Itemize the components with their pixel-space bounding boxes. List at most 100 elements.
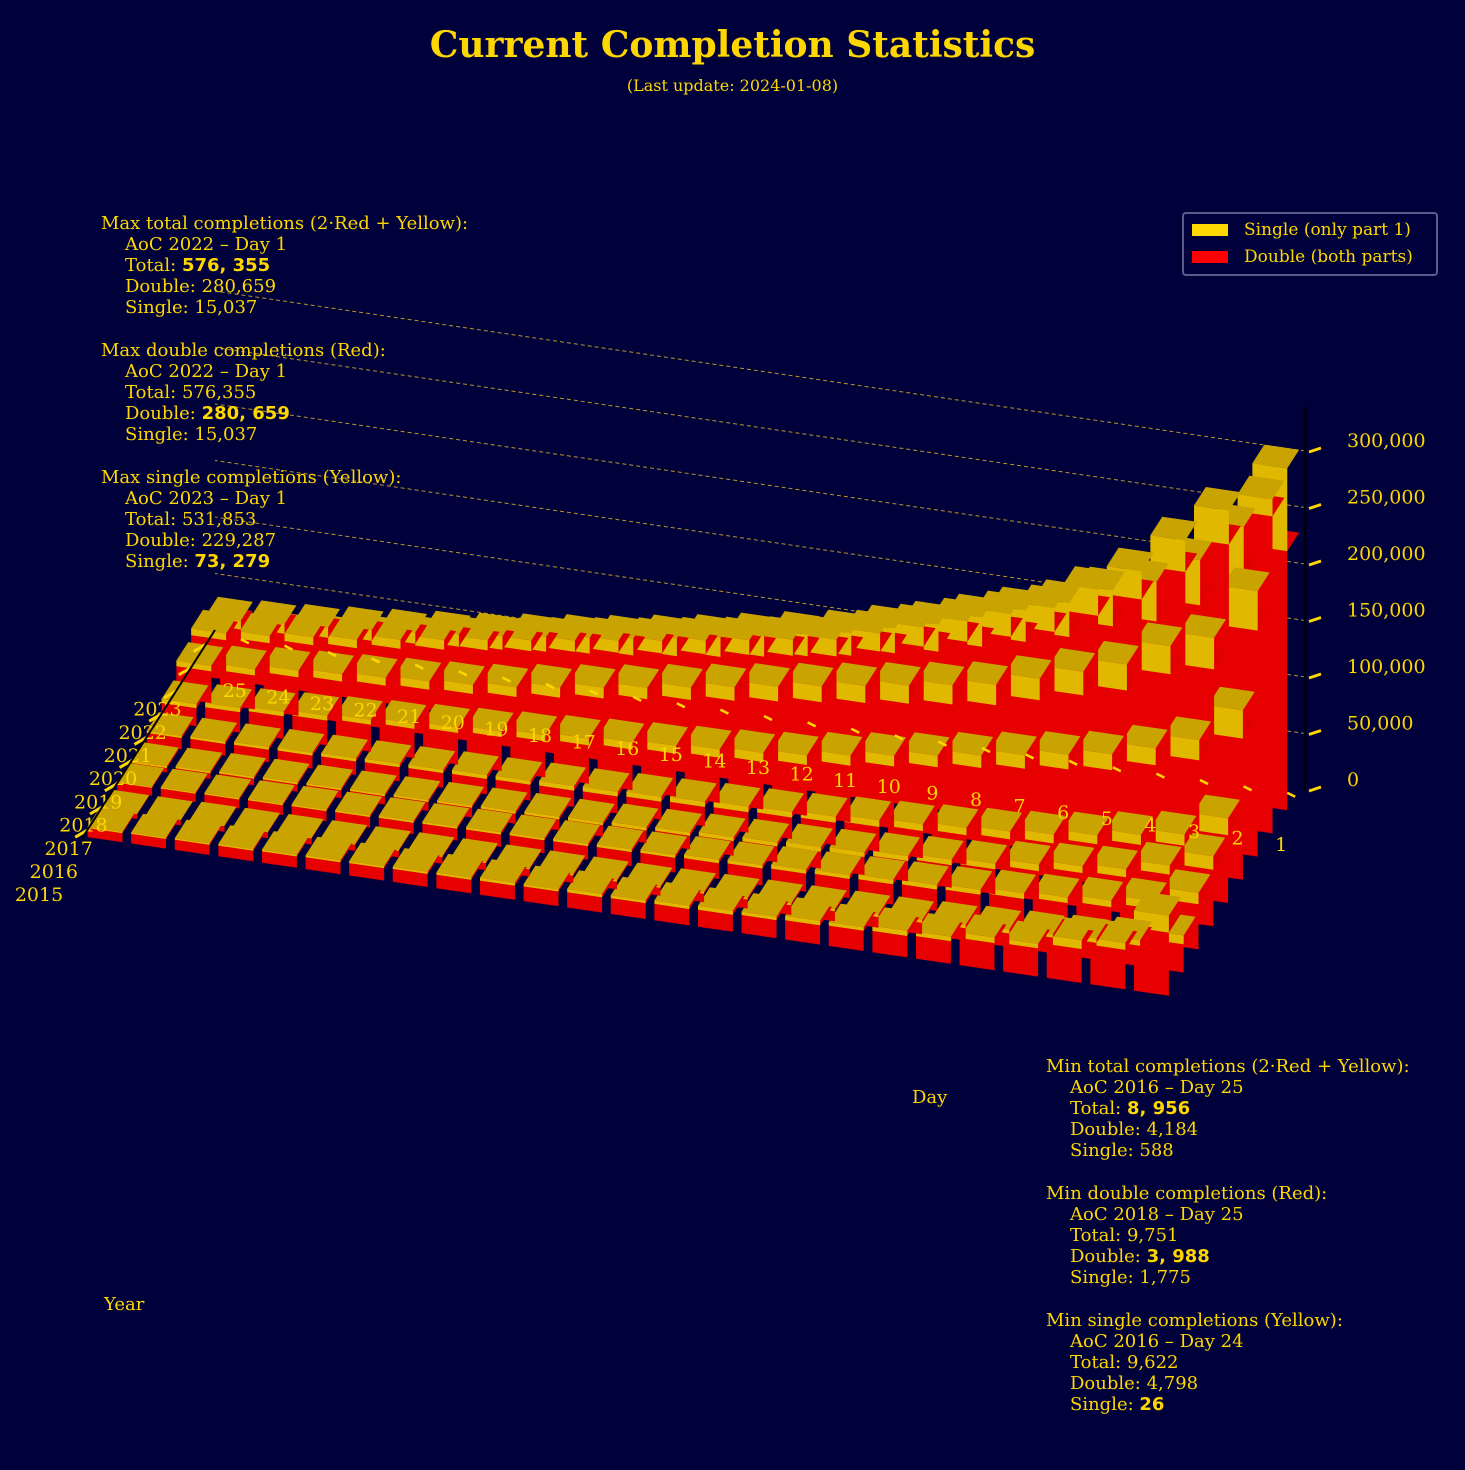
single-bar-top: [437, 781, 484, 806]
single-bar-top: [959, 913, 1007, 938]
single-bar-top: [1018, 810, 1066, 835]
single-bar-top: [888, 800, 935, 825]
single-bar-side: [291, 804, 327, 812]
single-bar-top: [190, 717, 238, 742]
single-bar-side: [1179, 632, 1215, 670]
single-bar-side: [960, 858, 996, 870]
single-bar-side: [378, 815, 414, 823]
single-bar-top: [524, 793, 572, 817]
single-bar-top: [174, 819, 222, 844]
single-bar-side: [263, 665, 299, 678]
day-tick-label: 13: [746, 757, 770, 779]
single-bar-top: [814, 851, 862, 876]
stat-double-value: 4,798: [1146, 1373, 1199, 1394]
stat-total: Total: 8, 956: [1046, 1098, 1410, 1119]
stat-double: Double: 229,287: [101, 530, 468, 551]
min-block: Min total completions (2·Red + Yellow): A…: [1046, 1056, 1410, 1161]
single-bar-side: [322, 634, 357, 649]
single-bar-top: [859, 732, 906, 756]
single-bar-top: [1003, 920, 1050, 944]
stat-heading: Min total completions (2·Red + Yellow):: [1046, 1056, 1410, 1077]
stat-event: AoC 2022 – Day 1: [101, 234, 468, 255]
stat-single-label: Single:: [1070, 1394, 1140, 1415]
year-tick-label: 2016: [30, 861, 78, 883]
double-bar-side: [1003, 943, 1039, 977]
single-bar-side: [916, 854, 952, 866]
max-block: Max single completions (Yellow): AoC 2023…: [101, 467, 468, 572]
single-bar-side: [785, 915, 821, 926]
stat-total-label: Total:: [125, 382, 182, 403]
bar-2015-day-2: [1090, 919, 1138, 990]
stat-double: Double: 280,659: [101, 276, 468, 297]
single-bar-top: [160, 768, 208, 793]
single-bar-side: [829, 847, 865, 857]
stat-single-value: 588: [1139, 1140, 1174, 1161]
single-bar-side: [466, 827, 501, 835]
single-bar-side: [741, 911, 777, 921]
single-bar-top: [102, 790, 150, 814]
single-bar-side: [654, 900, 690, 910]
single-bar-top: [321, 734, 368, 759]
bar-2017-day-24: [160, 768, 208, 803]
single-bar-side: [306, 783, 342, 791]
bar-2015-day-7: [872, 907, 920, 958]
single-bar-side: [1077, 749, 1113, 771]
year-tick-label: 2023: [133, 699, 181, 721]
single-bar-top: [234, 723, 281, 748]
single-bar-side: [1149, 829, 1185, 846]
bar-2015-day-6: [916, 913, 963, 964]
single-bar-side: [1062, 830, 1098, 845]
stat-double-label: Double:: [1070, 1246, 1147, 1267]
single-bar-top: [220, 645, 267, 670]
single-bar-side: [1222, 586, 1258, 631]
single-bar-top: [452, 751, 499, 775]
single-bar-side: [174, 838, 210, 845]
day-tick-label: 10: [877, 776, 901, 798]
single-bar-side: [554, 733, 589, 746]
single-bar-top: [277, 729, 325, 753]
day-tick: [501, 676, 511, 683]
single-bar-side: [336, 714, 371, 725]
single-bar-side: [916, 931, 951, 942]
year-tick: [178, 666, 192, 677]
single-bar-side: [175, 766, 211, 774]
day-tick-label: 14: [702, 751, 726, 773]
bar-2018-day-23: [219, 753, 266, 786]
max-stats-panel: Max total completions (2·Red + Yellow): A…: [101, 213, 468, 594]
single-bar-side: [902, 750, 938, 768]
single-bar-side: [1090, 938, 1126, 950]
single-bar-side: [1091, 864, 1127, 878]
single-bar-top: [481, 663, 529, 688]
stat-event-text: AoC 2018 – Day 25: [1070, 1204, 1244, 1225]
single-bar-side: [394, 676, 430, 690]
day-tick: [1112, 766, 1122, 773]
single-bar-side: [248, 798, 283, 806]
single-bar-top: [1178, 832, 1226, 857]
single-bar-side: [1106, 829, 1141, 845]
single-bar-side: [568, 682, 604, 699]
single-bar-top: [728, 729, 776, 753]
bar-2018-day-22: [262, 758, 310, 792]
double-bar-side: [523, 886, 559, 907]
day-tick: [1068, 759, 1078, 766]
single-bar-side: [975, 826, 1011, 840]
single-bar-side: [757, 806, 793, 818]
single-bar-side: [1004, 859, 1039, 872]
single-bar-side: [1120, 743, 1156, 766]
single-bar-side: [1046, 935, 1082, 950]
day-tick-label: 25: [223, 680, 247, 702]
single-bar-side: [728, 747, 764, 762]
single-bar-top: [1164, 716, 1212, 741]
day-tick-label: 2: [1232, 827, 1244, 849]
single-bar-top: [990, 731, 1037, 756]
single-bar-top: [1163, 869, 1211, 893]
single-bar-top: [656, 663, 703, 688]
single-bar-top: [1077, 730, 1124, 755]
bar-2021-day-19: [438, 661, 485, 742]
single-bar-top: [276, 814, 324, 838]
bar-2017-day-23: [204, 774, 252, 809]
single-bar-top: [350, 654, 398, 678]
stat-total: Total: 9,622: [1046, 1352, 1410, 1373]
day-tick-label: 12: [790, 763, 814, 785]
